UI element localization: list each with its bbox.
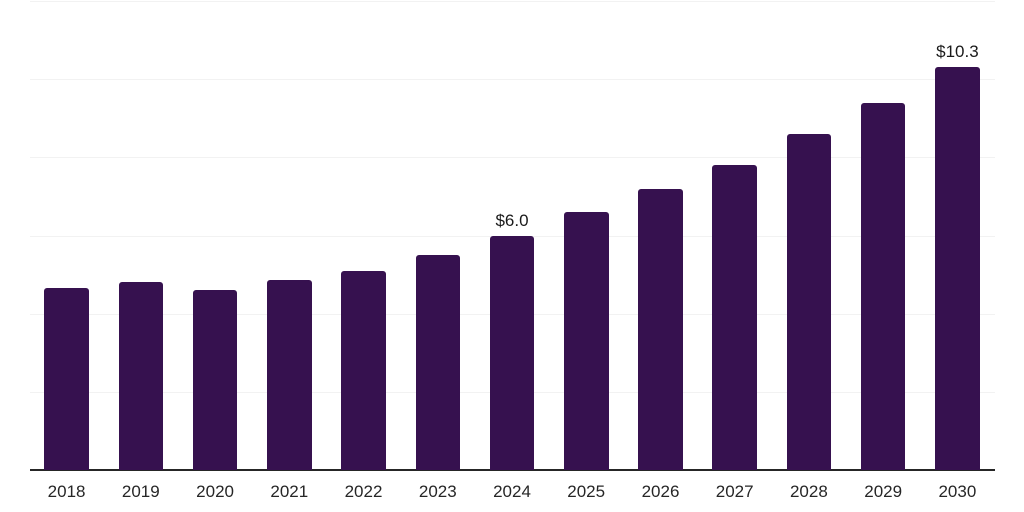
x-tick-label-2026: 2026 <box>641 482 680 501</box>
chart-plot-area: $6.0 $10.3 <box>29 1 995 471</box>
x-tick-label-2023: 2023 <box>418 482 457 501</box>
gridline <box>29 157 995 159</box>
x-tick-label-2025: 2025 <box>567 482 606 501</box>
data-label-2030: $10.3 <box>936 42 979 62</box>
bar-2028 <box>786 133 832 470</box>
x-axis-line <box>29 469 995 471</box>
x-tick-label-2020: 2020 <box>196 482 234 501</box>
bar-2030 <box>935 67 980 470</box>
data-label-2024: $6.0 <box>495 210 529 230</box>
bar-2021 <box>267 280 312 470</box>
x-tick-label-2018: 2018 <box>47 482 86 501</box>
x-tick-label-2028: 2028 <box>789 482 828 501</box>
x-tick-label-2030: 2030 <box>938 482 977 501</box>
bar-2023 <box>415 255 460 470</box>
x-tick-label-2019: 2019 <box>121 482 160 501</box>
bar-2022 <box>341 270 386 470</box>
bar-2018 <box>44 288 89 470</box>
x-tick-label-2022: 2022 <box>344 482 383 501</box>
bar-2025 <box>564 212 609 470</box>
x-tick-label-2027: 2027 <box>715 482 754 501</box>
bar-2019 <box>118 282 164 470</box>
x-tick-label-2021: 2021 <box>270 482 309 501</box>
x-tick-label-2024: 2024 <box>493 482 531 501</box>
gridline <box>29 79 995 81</box>
x-tick-label-2029: 2029 <box>864 482 903 501</box>
bar-2027 <box>712 165 757 470</box>
bar-2026 <box>638 188 683 470</box>
bar-2024 <box>489 235 535 470</box>
bar-2029 <box>860 102 906 470</box>
bar-2020 <box>192 290 238 470</box>
gridline <box>29 1 995 2</box>
x-axis: 2018 2019 2020 2021 2022 2023 2024 2025 2026 2027… <box>30 482 995 504</box>
